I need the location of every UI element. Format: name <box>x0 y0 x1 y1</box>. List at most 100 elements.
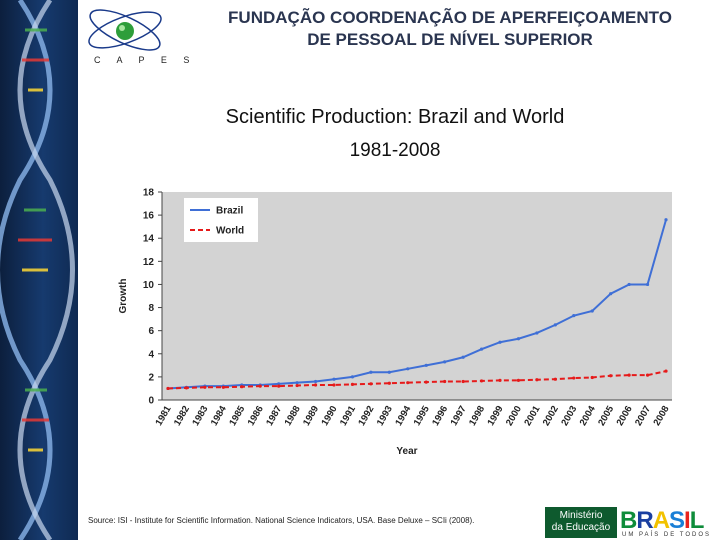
brasil-wordmark: BRASIL <box>620 507 705 535</box>
y-tick-label: 4 <box>148 349 154 360</box>
x-tick-label: 1994 <box>393 403 413 427</box>
data-point-brazil <box>277 382 281 386</box>
x-tick-label: 1998 <box>467 404 487 428</box>
x-tick-label: 1990 <box>320 404 340 428</box>
data-point-world <box>184 386 189 390</box>
x-tick-label: 2002 <box>541 404 561 428</box>
y-tick-label: 8 <box>148 303 154 314</box>
data-point-brazil <box>498 340 502 344</box>
data-point-brazil <box>424 363 428 367</box>
data-point-world <box>498 378 502 382</box>
x-tick-label: 1988 <box>283 404 303 428</box>
data-point-brazil <box>332 377 336 381</box>
x-tick-label: 2001 <box>522 403 542 427</box>
ministerio-line2: da Educação <box>551 522 611 533</box>
legend-label: World <box>216 226 244 237</box>
x-tick-label: 1999 <box>486 404 506 428</box>
x-tick-label: 1993 <box>375 404 395 428</box>
globe-orbit-icon <box>88 9 162 51</box>
x-tick-label: 2006 <box>615 404 635 428</box>
chart-title: Scientific Production: Brazil and World <box>225 106 565 128</box>
dna-helix-icon <box>0 0 75 542</box>
data-point-world <box>295 383 299 388</box>
x-tick-label: 1991 <box>338 403 358 427</box>
y-tick-label: 16 <box>143 211 155 222</box>
data-point-world <box>277 384 281 388</box>
brasil-letter: L <box>689 507 705 534</box>
data-point-brazil <box>609 292 613 296</box>
x-tick-label: 2007 <box>633 404 653 428</box>
data-point-brazil <box>479 347 484 351</box>
data-point-brazil <box>406 367 410 371</box>
data-point-world <box>313 383 318 387</box>
y-tick-label: 10 <box>143 280 155 291</box>
x-tick-label: 1984 <box>209 403 229 427</box>
brasil-letter: I <box>684 507 691 534</box>
data-point-world <box>516 378 521 382</box>
x-tick-label: 2004 <box>578 403 598 427</box>
series-line-brazil <box>167 219 667 390</box>
x-tick-label: 2000 <box>504 404 524 428</box>
data-point-world <box>424 380 428 384</box>
source-note: Source: ISI - Institute for Scientific I… <box>88 516 475 525</box>
data-point-brazil <box>553 323 557 327</box>
brasil-logo: BRASIL UM PAÍS DE TODOS <box>620 507 720 540</box>
data-point-world <box>258 384 262 388</box>
y-tick-label: 2 <box>148 372 154 383</box>
data-point-world <box>609 374 613 378</box>
data-point-world <box>387 381 391 385</box>
growth-line-chart: 0246810121416181981198219831984198519861… <box>118 188 672 457</box>
x-axis-label: Year <box>396 446 417 457</box>
x-tick-label: 1997 <box>449 404 469 428</box>
ministerio-line1: Ministério <box>559 510 603 521</box>
data-point-brazil <box>387 370 391 374</box>
legend-label: Brazil <box>216 206 243 217</box>
x-tick-label: 1982 <box>172 404 192 428</box>
brasil-letter: A <box>652 507 670 534</box>
header-title-line2: DE PESSOAL DE NÍVEL SUPERIOR <box>307 30 593 49</box>
capes-logo <box>80 0 170 75</box>
data-point-world <box>461 379 465 384</box>
data-point-world <box>572 376 576 380</box>
data-point-world <box>535 378 539 382</box>
data-point-world <box>203 385 207 389</box>
data-point-brazil <box>350 375 355 379</box>
y-tick-label: 6 <box>148 326 154 337</box>
ministerio-logo: Ministério da Educação <box>545 507 617 538</box>
x-tick-label: 1985 <box>227 403 247 427</box>
data-point-brazil <box>369 370 373 374</box>
data-point-world <box>645 373 650 377</box>
data-point-world <box>369 382 373 386</box>
x-tick-label: 2008 <box>652 404 672 428</box>
data-point-world <box>221 385 225 389</box>
y-axis-label: Growth <box>118 279 129 314</box>
data-point-world <box>627 373 631 377</box>
data-point-brazil <box>461 355 465 359</box>
data-point-world <box>553 377 557 381</box>
data-point-world <box>664 369 668 373</box>
data-point-brazil <box>516 337 521 341</box>
data-point-world <box>590 375 594 380</box>
data-point-brazil <box>535 331 539 335</box>
data-point-brazil <box>295 381 299 385</box>
data-point-brazil <box>590 309 594 313</box>
data-point-world <box>332 383 336 387</box>
y-tick-label: 0 <box>148 396 154 407</box>
header-title-line1: FUNDAÇÃO COORDENAÇÃO DE APERFEIÇOAMENTO <box>228 8 672 27</box>
page-header: FUNDAÇÃO COORDENAÇÃO DE APERFEIÇOAMENTO … <box>180 7 720 51</box>
brasil-letter: R <box>636 507 653 534</box>
data-point-brazil <box>313 379 318 384</box>
x-tick-label: 1989 <box>301 404 321 428</box>
brasil-letter: B <box>620 507 637 534</box>
data-point-world <box>479 379 484 383</box>
dna-decoration <box>0 0 78 542</box>
brasil-tagline: UM PAÍS DE TODOS <box>622 532 712 538</box>
x-tick-label: 1986 <box>246 404 266 428</box>
chart-subtitle: 1981-2008 <box>349 140 441 161</box>
brasil-letter: S <box>669 507 685 534</box>
y-tick-label: 14 <box>143 234 155 245</box>
data-point-world <box>166 386 170 391</box>
series-line-world <box>167 370 667 390</box>
x-tick-label: 1992 <box>356 404 376 428</box>
logo-caption: C A P E S <box>94 55 197 65</box>
